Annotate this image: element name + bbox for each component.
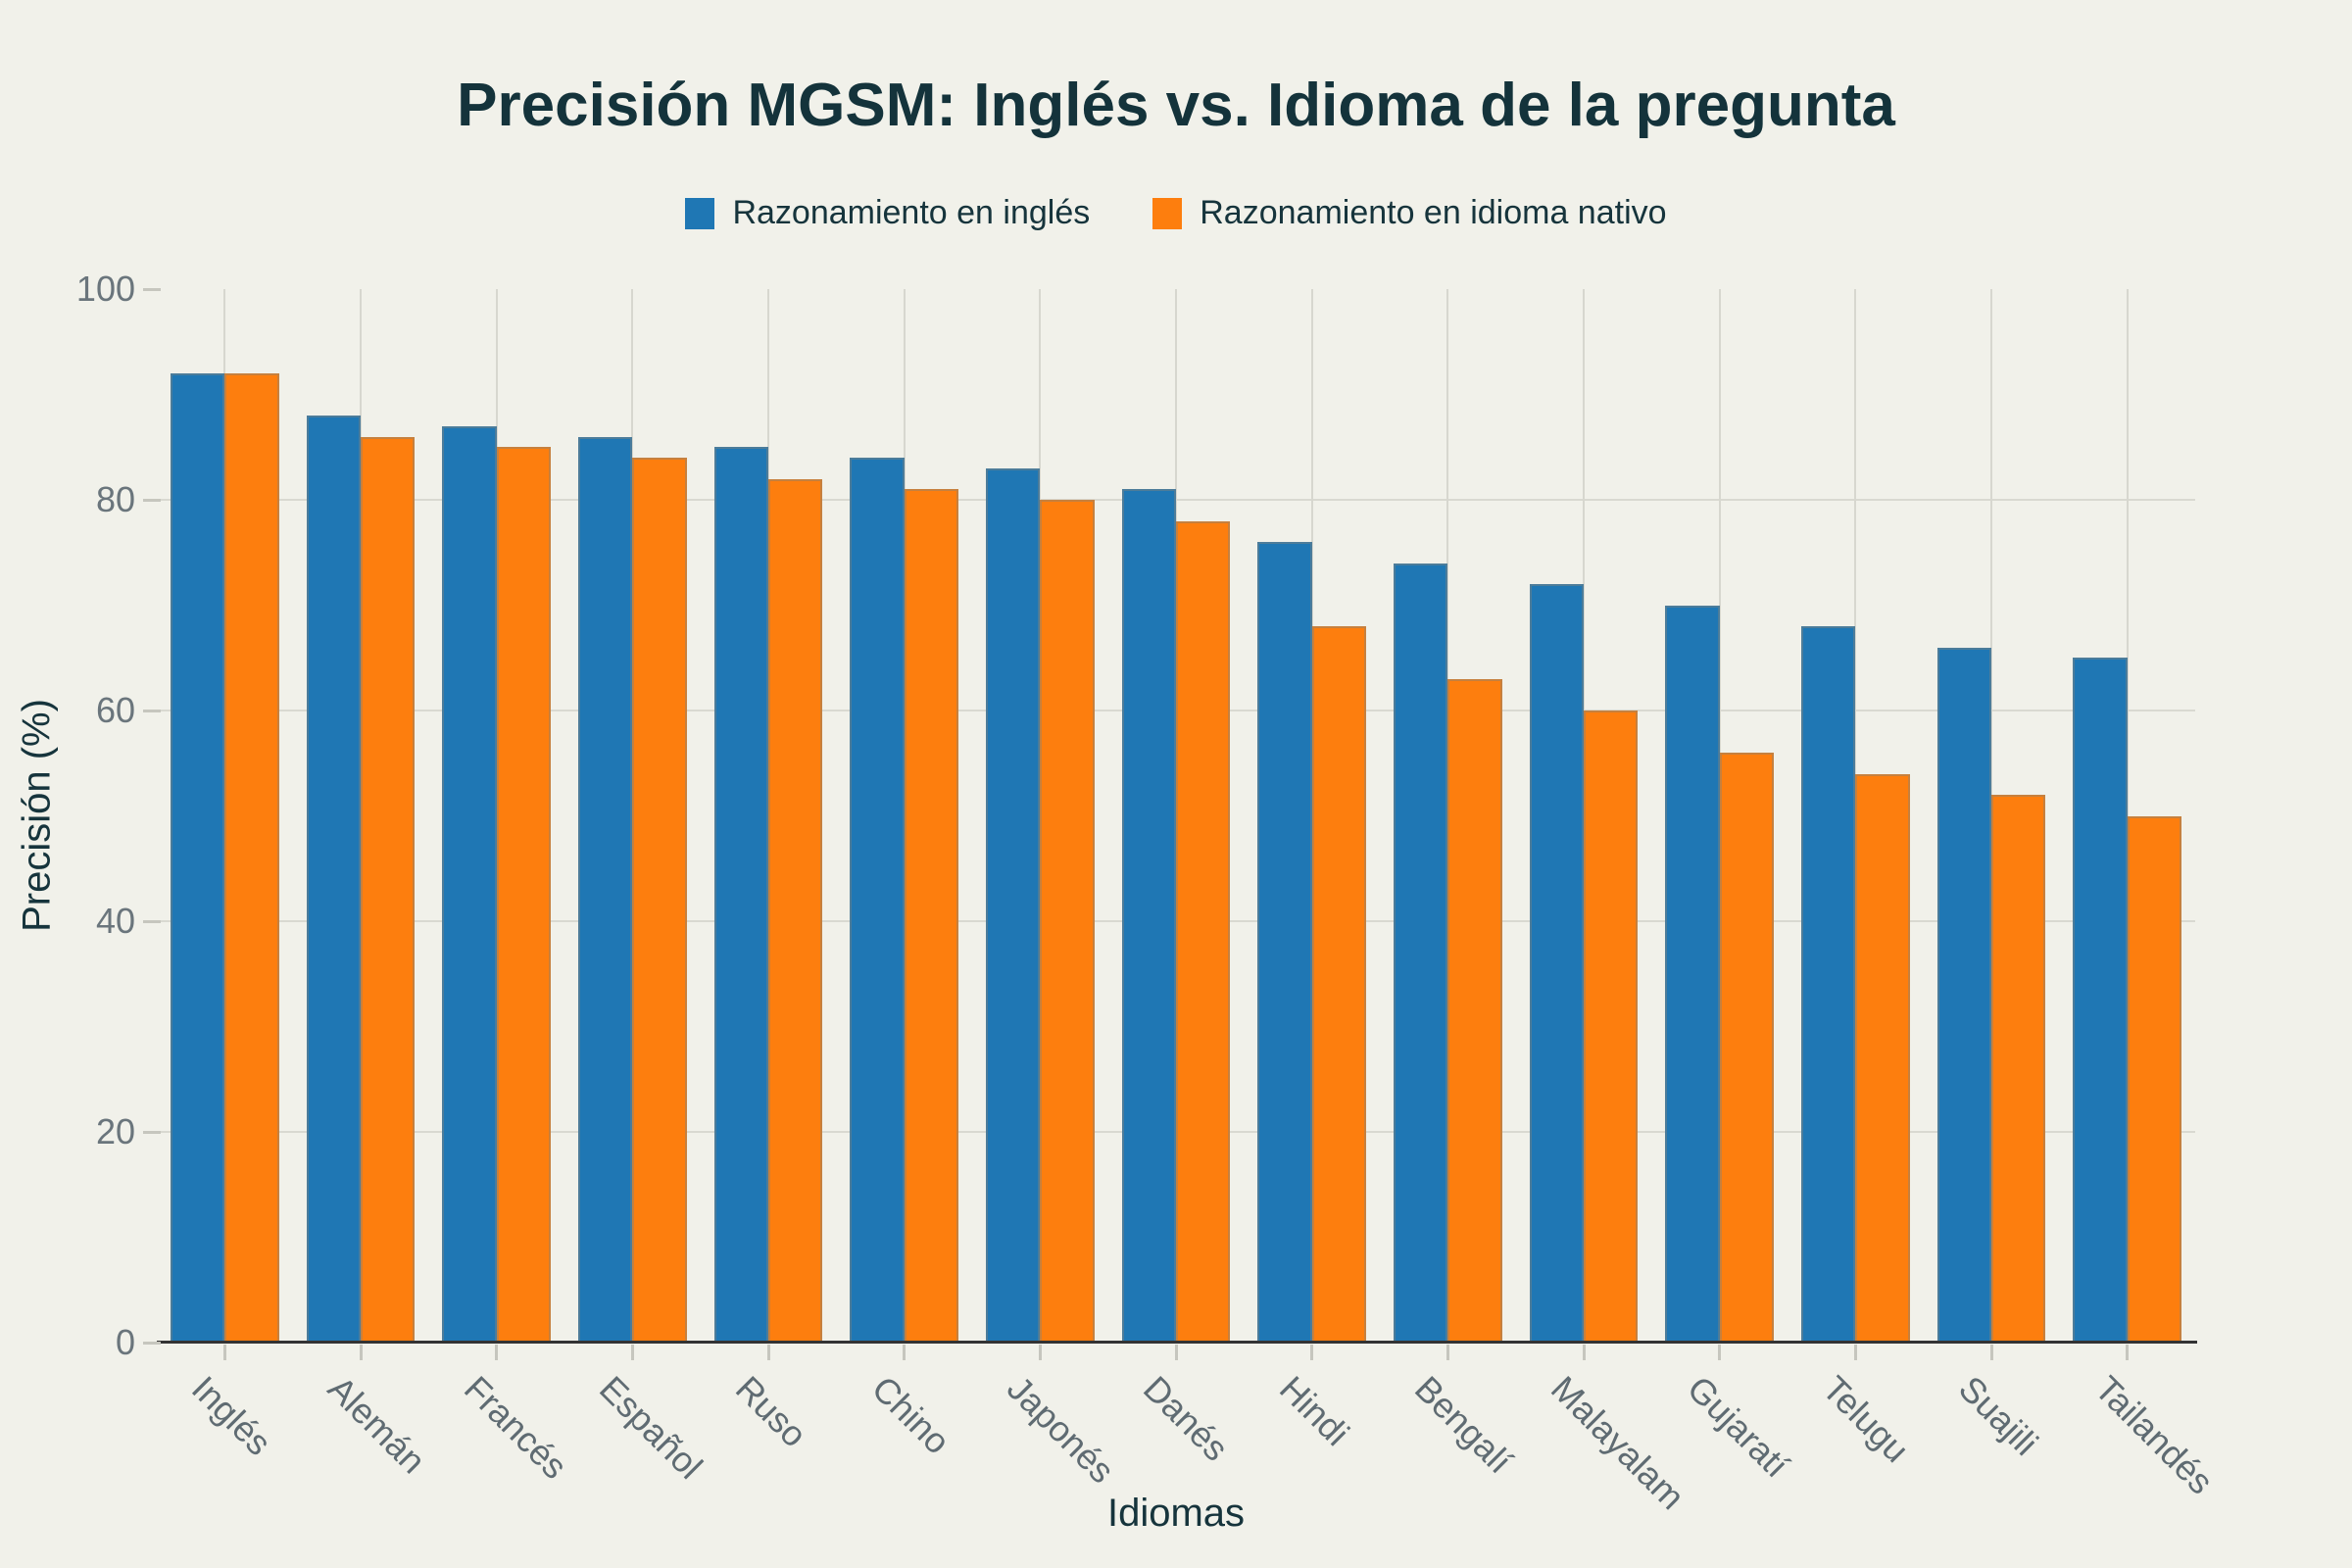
bar-Alemán-ingles [306,416,361,1343]
y-tick-label-20: 20 [95,1111,135,1152]
bar-Japonés-nativo [1040,500,1095,1343]
x-axis-title: Idiomas [1106,1492,1246,1535]
bar-Ruso-ingles [713,447,768,1343]
legend: Razonamiento en inglés Razonamiento en i… [0,194,2352,232]
x-tick-label-Bengalí: Bengalí [1407,1368,1521,1482]
bar-Danés-nativo [1176,520,1231,1343]
x-tick-label-Hindi: Hindi [1271,1368,1357,1454]
y-tick-label-80: 80 [95,479,135,519]
y-tick-mark-60 [143,709,161,712]
y-tick-mark-40 [143,919,161,923]
bar-Español-nativo [632,458,687,1343]
x-tick-mark-14 [2126,1345,2130,1360]
x-tick-label-Alemán: Alemán [320,1368,434,1482]
bar-Hindi-nativo [1311,626,1367,1343]
y-tick-mark-100 [143,287,161,291]
legend-item-english-reasoning: Razonamiento en inglés [685,194,1090,232]
chart-title: Precisión MGSM: Inglés vs. Idioma de la … [457,72,1895,139]
bar-Telugu-nativo [1855,773,1910,1343]
bar-Chino-nativo [904,489,959,1343]
bar-Español-ingles [577,436,633,1343]
x-tick-label-Español: Español [592,1368,711,1487]
plot-area [157,289,2195,1343]
legend-label: Razonamiento en idioma nativo [1200,194,1667,231]
bar-Suajili-nativo [1991,795,2046,1343]
bar-Alemán-nativo [361,436,416,1343]
x-tick-mark-9 [1446,1345,1449,1360]
bar-Bengalí-nativo [1447,678,1502,1343]
x-axis-spine [157,1341,2197,1344]
x-tick-label-Tailandés: Tailandés [2086,1368,2222,1502]
bar-Telugu-ingles [1800,626,1856,1343]
legend-swatch-orange [1152,197,1183,229]
y-tick-label-60: 60 [95,690,135,730]
x-tick-label-Chino: Chino [863,1368,958,1462]
bar-Francés-nativo [496,447,552,1343]
x-tick-label-Danés: Danés [1136,1368,1237,1469]
x-tick-mark-6 [1038,1345,1042,1360]
x-tick-mark-8 [1310,1345,1314,1360]
y-tick-mark-0 [143,1341,161,1345]
bar-Inglés-nativo [224,373,279,1343]
bar-Hindi-ingles [1257,542,1312,1343]
bar-Japonés-ingles [985,467,1041,1343]
y-tick-mark-20 [143,1130,161,1134]
legend-label: Razonamiento en inglés [732,194,1091,231]
x-tick-mark-5 [903,1345,906,1360]
bar-Chino-ingles [850,458,905,1343]
x-tick-label-Suajili: Suajili [1951,1368,2046,1463]
bar-Inglés-ingles [170,373,225,1343]
bar-Suajili-ingles [1936,647,1991,1343]
x-tick-label-Telugu: Telugu [1815,1368,1918,1471]
x-tick-mark-13 [1989,1345,1993,1360]
bar-Tailandés-nativo [2127,815,2182,1343]
bar-Bengalí-ingles [1393,563,1448,1343]
legend-item-native-reasoning: Razonamiento en idioma nativo [1152,194,1667,232]
bar-Malayalam-ingles [1529,584,1584,1343]
x-tick-label-Ruso: Ruso [728,1368,815,1455]
y-tick-label-0: 0 [115,1322,135,1362]
legend-swatch-blue [685,197,715,229]
x-tick-mark-1 [359,1345,363,1360]
bar-Ruso-nativo [768,478,823,1343]
y-axis-title: Precisión (%) [15,699,59,932]
y-tick-mark-80 [143,498,161,502]
bar-Malayalam-nativo [1584,710,1639,1343]
x-tick-mark-7 [1174,1345,1178,1360]
y-tick-label-100: 100 [75,269,135,309]
x-tick-label-Gujaratí: Gujaratí [1679,1368,1797,1486]
bar-Danés-ingles [1121,489,1176,1343]
x-tick-mark-3 [630,1345,634,1360]
bar-Tailandés-ingles [2073,658,2128,1343]
x-tick-mark-12 [1853,1345,1857,1360]
x-tick-label-Inglés: Inglés [184,1368,280,1463]
bar-Gujaratí-nativo [1719,753,1775,1343]
bar-Francés-ingles [442,425,497,1343]
y-tick-label-40: 40 [95,901,135,941]
x-tick-mark-2 [495,1345,499,1360]
x-tick-mark-11 [1718,1345,1722,1360]
x-tick-mark-10 [1582,1345,1586,1360]
bar-Gujaratí-ingles [1665,605,1720,1343]
x-tick-label-Francés: Francés [456,1368,575,1487]
x-tick-mark-4 [766,1345,770,1360]
x-tick-mark-0 [222,1345,226,1360]
x-tick-label-Japonés: Japonés [1000,1368,1123,1492]
